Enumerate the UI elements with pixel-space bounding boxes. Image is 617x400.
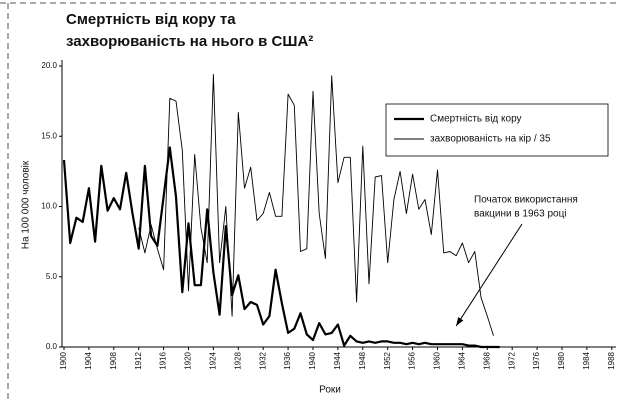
x-axis-label: Роки — [319, 385, 341, 396]
x-tick-label: 1968 — [482, 351, 491, 369]
y-tick-label: 10.0 — [41, 202, 57, 211]
x-tick-label: 1956 — [408, 351, 417, 369]
series-line — [62, 146, 500, 349]
legend-label: Смертність від кору — [430, 114, 522, 125]
y-tick-label: 20.0 — [41, 61, 57, 70]
y-tick-label: 5.0 — [46, 272, 58, 281]
chart-title: Смертність від кору та — [66, 11, 236, 28]
x-tick-label: 1988 — [607, 351, 616, 369]
x-tick-label: 1960 — [433, 351, 442, 369]
y-axis-label: На 100 000 чоловік — [21, 160, 32, 249]
annotation-arrow — [455, 223, 523, 327]
annotation-text: вакцини в 1963 році — [474, 209, 567, 220]
x-tick-label: 1984 — [582, 351, 591, 369]
x-tick-label: 1980 — [557, 351, 566, 369]
annotation-text: Початок використання — [474, 195, 578, 206]
annotation-arrowhead — [456, 317, 464, 326]
x-tick-label: 1940 — [308, 351, 317, 369]
x-tick-label: 1916 — [159, 351, 168, 369]
x-tick-label: 1908 — [109, 351, 118, 369]
series-line — [138, 73, 494, 336]
legend-label: захворюваність на кір / 35 — [430, 134, 551, 145]
x-tick-label: 1964 — [457, 351, 466, 369]
x-tick-label: 1936 — [283, 351, 292, 369]
x-tick-label: 1924 — [209, 351, 218, 369]
x-tick-label: 1920 — [184, 351, 193, 369]
x-tick-label: 1948 — [358, 351, 367, 369]
x-tick-label: 1912 — [134, 351, 143, 369]
chart-title: захворюваність на нього в США² — [66, 33, 313, 50]
x-tick-label: 1952 — [383, 351, 392, 369]
x-tick-label: 1976 — [532, 351, 541, 369]
y-tick-label: 0.0 — [46, 342, 58, 351]
x-tick-label: 1932 — [258, 351, 267, 369]
y-tick-label: 15.0 — [41, 131, 57, 140]
x-tick-label: 1928 — [233, 351, 242, 369]
x-tick-label: 1944 — [333, 351, 342, 369]
x-tick-label: 1904 — [84, 351, 93, 369]
x-tick-label: 1900 — [59, 351, 68, 369]
x-tick-label: 1972 — [507, 351, 516, 369]
legend-box — [385, 103, 609, 157]
